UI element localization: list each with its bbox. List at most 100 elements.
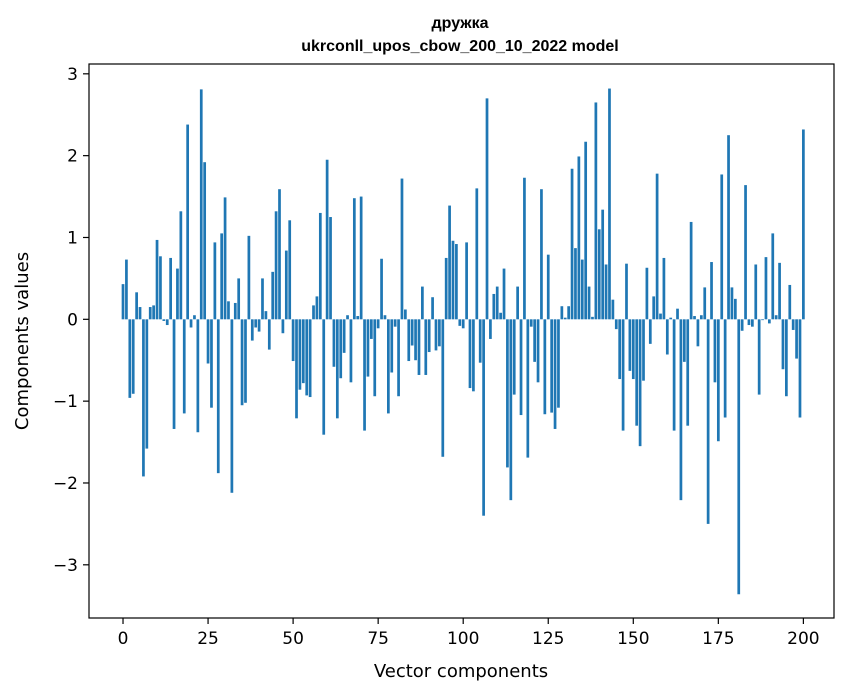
bar [706,319,710,524]
bar [458,319,462,326]
bar [434,319,438,351]
bar [339,319,343,379]
bar [563,317,567,320]
x-tick-label: 125 [532,629,564,649]
bar [332,319,336,367]
bar [135,292,138,320]
bar [597,229,601,320]
bar [614,319,618,330]
bar [244,319,247,403]
bar [220,233,224,320]
bar [465,242,468,320]
bar [199,89,203,320]
bar [557,319,560,408]
bar [506,319,509,468]
bar [567,306,571,320]
bar [611,299,615,320]
bar [404,309,407,320]
x-tick-label: 150 [617,629,649,649]
bar [342,319,346,353]
bar [186,124,190,320]
bar [669,317,673,320]
bar [247,235,251,320]
bar [652,296,656,320]
bar [642,319,645,381]
y-tick-label: 1 [67,228,78,248]
bar [284,250,288,320]
bar [366,319,370,377]
bar [540,189,543,320]
bar [526,319,530,458]
bar [795,319,798,359]
bar [631,319,635,380]
bar [543,319,547,415]
bar [237,278,241,320]
bar [305,319,309,396]
bar [676,308,679,320]
bar [744,185,747,320]
bar [369,319,373,339]
bar [400,178,404,320]
bar [206,319,210,364]
bar [356,316,360,320]
bar [761,319,764,321]
bar [512,319,516,395]
bar [587,286,591,320]
bar [751,319,754,327]
bar [182,319,186,414]
bar [638,319,642,447]
bar [329,217,332,320]
y-tick-label: −2 [53,474,78,494]
bar [216,319,220,474]
bar [560,306,564,320]
bar [747,319,751,326]
bar [570,168,574,320]
bar [424,319,428,375]
x-tick-label: 175 [702,629,734,649]
bar [359,196,363,320]
bar [472,319,475,392]
bar [196,319,200,433]
bar [757,319,761,395]
bar [489,319,492,339]
bar [519,319,523,416]
bar [798,319,802,418]
bar [604,264,608,320]
bar [387,319,390,414]
bar [662,257,666,320]
bar [608,88,611,320]
bar [203,162,207,320]
bar [502,268,506,320]
bar [267,319,271,350]
bar [713,319,717,383]
bar [482,319,485,516]
bar [774,315,778,320]
bar [159,256,162,320]
bar [655,173,659,320]
bar [781,319,785,370]
bar [125,259,128,320]
bar [771,233,775,320]
bar [421,286,424,320]
bar [230,319,234,493]
bar [145,319,149,449]
bar [672,319,676,431]
bar [693,316,696,320]
bar [227,301,230,320]
bar [414,319,417,361]
bar [764,257,768,320]
bar [802,129,805,320]
bar [696,319,700,347]
bar [523,177,526,320]
bar [271,271,275,320]
bar [703,287,707,320]
bar [346,315,349,320]
bar [312,305,315,320]
bar [152,305,155,320]
bar [438,319,441,347]
bar [451,240,455,320]
bar [788,284,792,320]
x-tick-label: 25 [197,629,219,649]
bar [791,319,795,330]
